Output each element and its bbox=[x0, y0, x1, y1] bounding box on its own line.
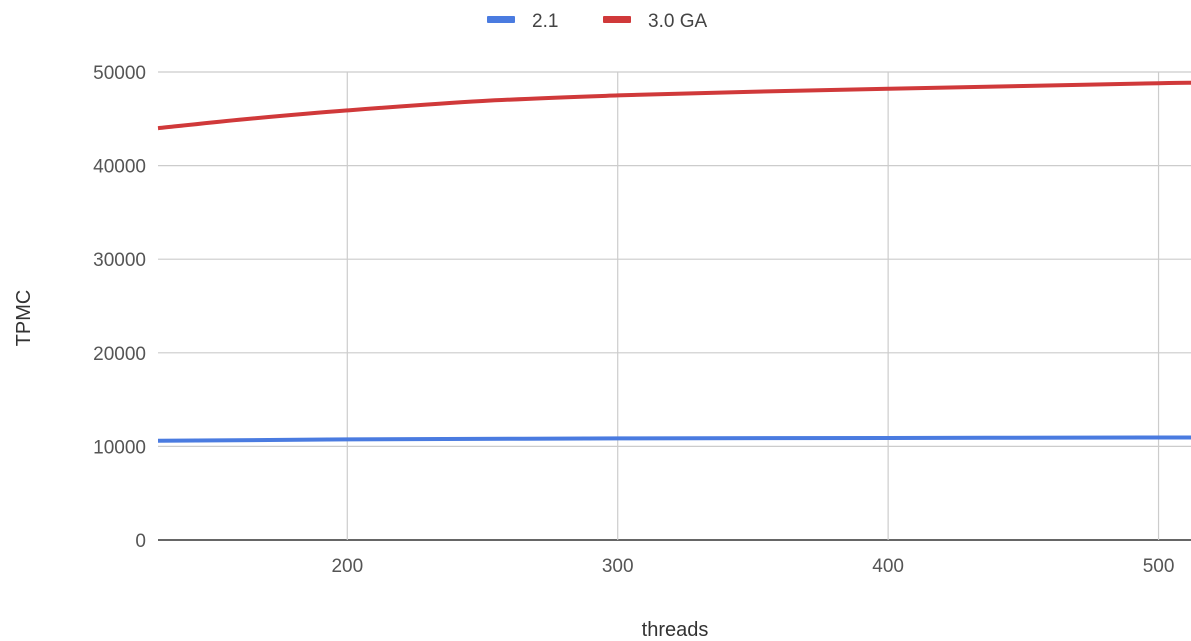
y-tick-label: 10000 bbox=[93, 437, 146, 458]
x-tick-label: 500 bbox=[1143, 556, 1175, 577]
series-line-v2-1 bbox=[157, 435, 1191, 443]
x-tick-label: 300 bbox=[602, 556, 634, 577]
legend-label: 3.0 GA bbox=[648, 11, 707, 32]
x-axis-title: threads bbox=[642, 619, 709, 641]
legend-swatch bbox=[603, 16, 631, 23]
y-tick-label: 20000 bbox=[93, 344, 146, 365]
grid bbox=[158, 71, 1191, 541]
y-tick-label: 50000 bbox=[93, 63, 146, 84]
x-tick-label: 200 bbox=[331, 556, 363, 577]
legend-swatch bbox=[487, 16, 515, 23]
y-tick-label: 0 bbox=[135, 531, 146, 552]
legend-label: 2.1 bbox=[532, 11, 558, 32]
y-tick-label: 40000 bbox=[93, 157, 146, 178]
y-axis-title: TPMC bbox=[13, 290, 35, 347]
x-tick-label: 400 bbox=[872, 556, 904, 577]
series-line-v3-0-ga bbox=[157, 80, 1191, 131]
tick-labels: 0 10000 20000 30000 40000 50000 200 300 400 500 bbox=[93, 63, 1174, 577]
legend: 2.1 3.0 GA bbox=[487, 11, 707, 32]
series-lines bbox=[157, 80, 1191, 443]
y-tick-label: 30000 bbox=[93, 250, 146, 271]
